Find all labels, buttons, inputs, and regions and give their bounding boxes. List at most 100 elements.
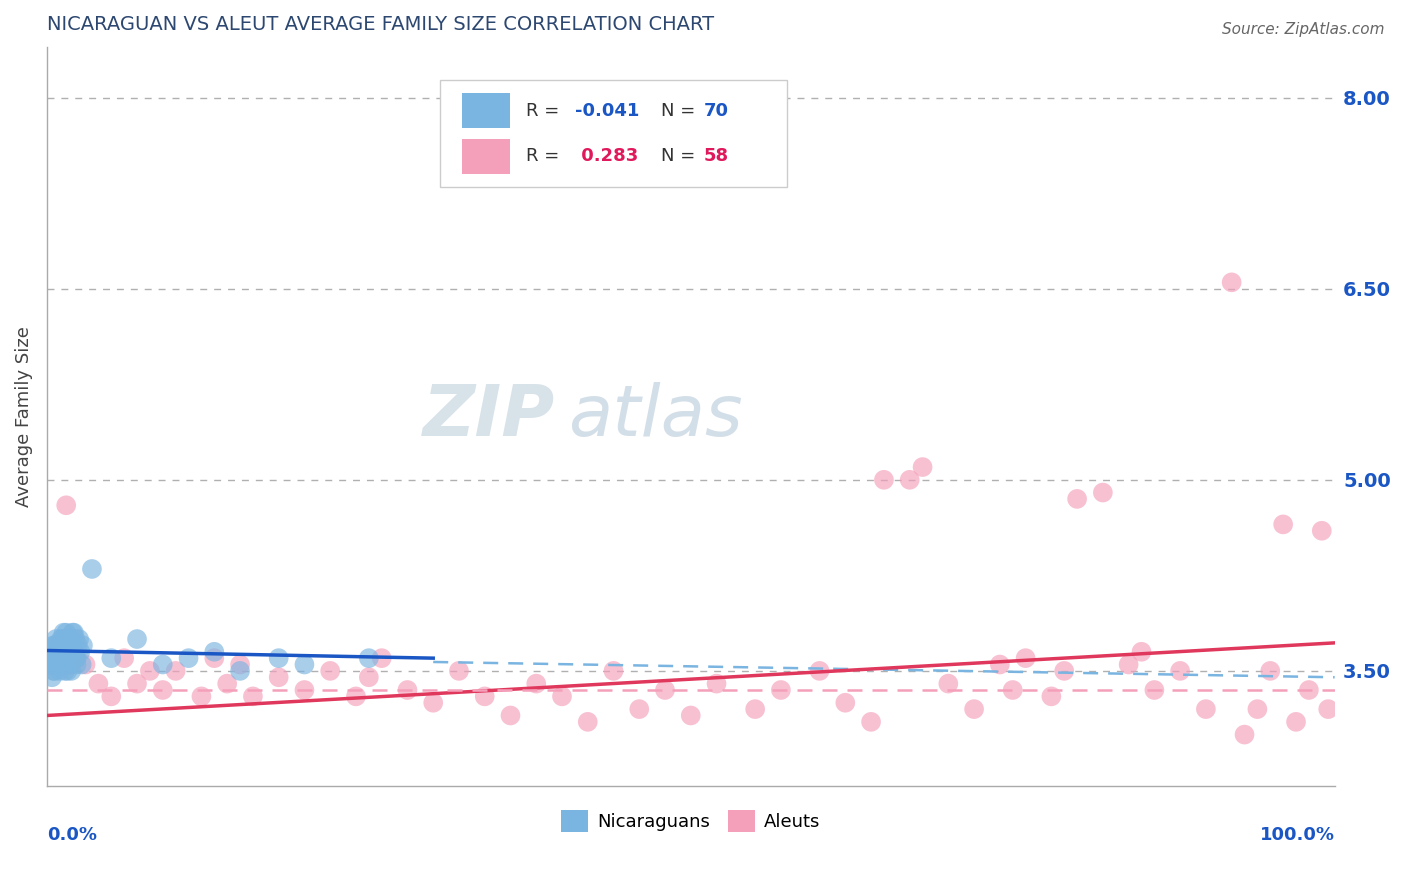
Point [44,664,66,678]
Point [48,657,70,672]
Y-axis label: Average Family Size: Average Family Size [15,326,32,507]
Point [46,657,69,672]
Point [51,632,73,646]
Point [1285,714,1308,729]
FancyBboxPatch shape [461,138,510,174]
Point [267,651,290,665]
Text: -0.041: -0.041 [575,102,640,120]
Point [100,690,122,704]
Point [769,683,792,698]
Point [49,639,72,653]
Point [202,651,225,665]
Point [139,664,162,678]
Point [62,625,84,640]
Point [63,645,86,659]
Point [125,632,148,646]
Point [1298,683,1320,698]
Point [499,708,522,723]
Point [45,632,67,646]
Point [65,651,87,665]
Text: Source: ZipAtlas.com: Source: ZipAtlas.com [1222,22,1385,37]
Point [1168,664,1191,678]
Point [1143,683,1166,698]
Point [80,562,103,576]
Point [602,664,624,678]
Point [48,651,70,665]
Text: NICARAGUAN VS ALEUT AVERAGE FAMILY SIZE CORRELATION CHART: NICARAGUAN VS ALEUT AVERAGE FAMILY SIZE … [46,15,714,34]
Point [67,632,90,646]
Text: R =: R = [526,147,565,165]
Point [58,651,80,665]
Point [988,657,1011,672]
Text: R =: R = [526,102,565,120]
Point [53,632,76,646]
Point [72,639,94,653]
Text: 0.283: 0.283 [575,147,638,165]
Point [834,696,856,710]
Point [42,664,65,678]
Point [53,639,76,653]
Point [1053,664,1076,678]
Point [39,657,62,672]
Point [66,639,89,653]
Point [58,639,80,653]
Point [69,645,91,659]
Point [229,657,252,672]
Point [58,632,80,646]
Point [44,651,66,665]
Legend: Nicaraguans, Aleuts: Nicaraguans, Aleuts [554,803,828,839]
Point [370,651,392,665]
Point [576,714,599,729]
Point [87,676,110,690]
Point [165,664,187,678]
Point [963,702,986,716]
Point [49,651,72,665]
Point [294,683,316,698]
Point [319,664,342,678]
Point [860,714,883,729]
Point [267,670,290,684]
Text: 70: 70 [703,102,728,120]
Point [100,651,122,665]
Point [396,683,419,698]
Point [294,657,316,672]
Point [242,690,264,704]
Point [51,639,73,653]
Point [447,664,470,678]
Text: 100.0%: 100.0% [1260,826,1334,844]
Point [59,651,82,665]
Point [42,639,65,653]
Point [49,632,72,646]
Point [56,645,79,659]
Point [1118,657,1140,672]
Point [56,664,79,678]
Point [1258,664,1281,678]
Point [628,702,651,716]
Point [1317,702,1340,716]
Point [936,676,959,690]
Point [551,690,574,704]
Point [55,498,77,512]
Point [357,651,380,665]
Point [42,657,65,672]
Point [229,664,252,678]
Point [46,645,69,659]
Point [706,676,728,690]
Point [62,639,84,653]
Point [1091,485,1114,500]
Point [808,664,831,678]
Point [59,657,82,672]
Text: N =: N = [661,147,702,165]
Text: N =: N = [661,102,702,120]
Text: 0.0%: 0.0% [46,826,97,844]
Point [49,657,72,672]
Point [679,708,702,723]
Point [1310,524,1333,538]
Point [45,651,67,665]
Point [41,645,63,659]
Point [52,625,75,640]
Point [51,651,73,665]
Point [55,625,77,640]
Point [48,645,70,659]
Point [1246,702,1268,716]
